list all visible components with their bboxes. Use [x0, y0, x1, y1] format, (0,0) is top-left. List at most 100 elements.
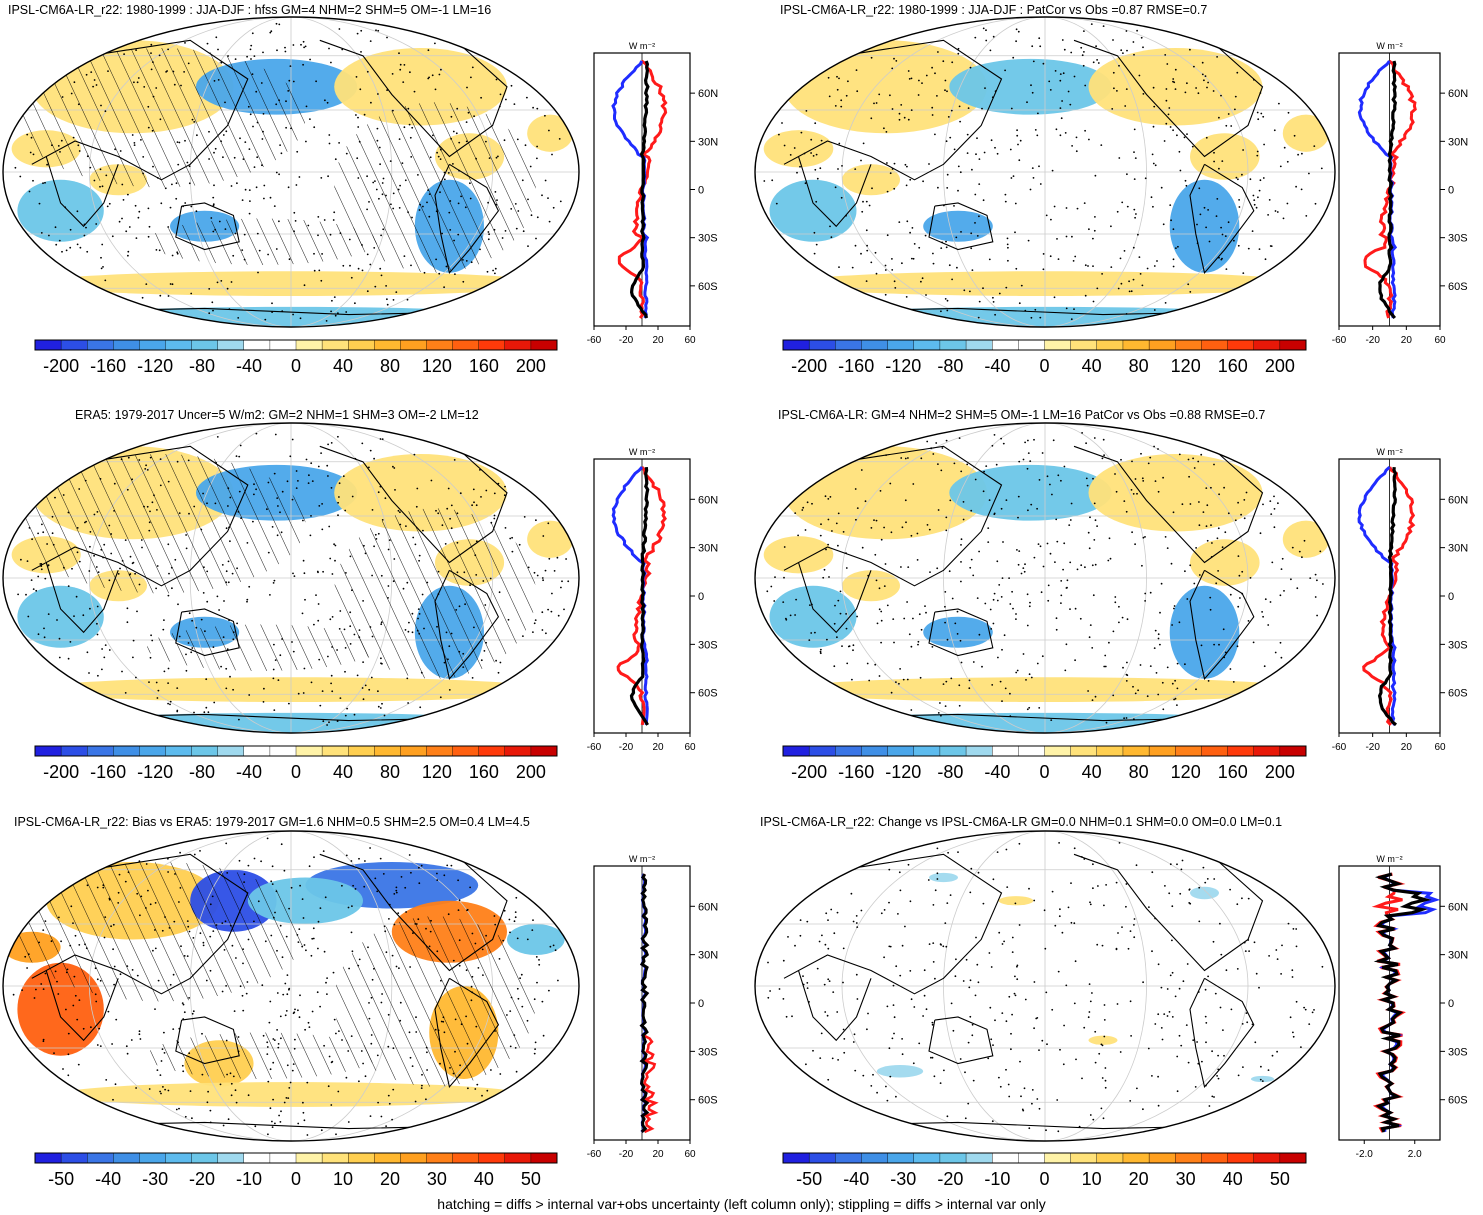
map-3 — [3, 423, 579, 733]
field-patch — [1169, 179, 1240, 273]
zonal-profile-3: W m⁻² 60N 30N 0 30S 60S -60 -20 20 60 — [587, 447, 718, 753]
colorbar-swatch — [861, 1152, 889, 1164]
colorbar-swatch — [400, 745, 427, 757]
map-outline — [2, 830, 580, 1142]
lat-tick-label: 60S — [1448, 1095, 1468, 1107]
panel-title-1: IPSL-CM6A-LR_r22: 1980-1999 : JJA-DJF : … — [8, 3, 492, 17]
colorbar-swatch — [965, 339, 993, 351]
field-patch — [949, 58, 1112, 115]
profile-x-tick-label: 60 — [684, 1149, 696, 1160]
colorbar-tick-label: 30 — [1176, 1169, 1196, 1189]
lat-tick-label: 30S — [1448, 233, 1468, 245]
colorbar-swatch — [269, 1152, 297, 1164]
profile-curve-black — [1378, 60, 1397, 320]
colorbar-tick-label: 80 — [1129, 356, 1149, 376]
colorbar-tick-label: 0 — [1039, 356, 1049, 376]
colorbar-tick-label: -40 — [236, 762, 262, 782]
colorbar-tick-label: -20 — [937, 1169, 963, 1189]
hatching — [334, 102, 536, 273]
colorbar-tick-label: 40 — [1082, 356, 1102, 376]
colorbar-swatch — [1279, 339, 1307, 351]
colorbar-tick-label: 200 — [516, 762, 546, 782]
colorbar-swatch — [86, 1152, 114, 1164]
field-patch — [17, 179, 104, 242]
profile-x-tick-label: -20 — [1365, 335, 1380, 346]
colorbar-tick-label: 160 — [469, 356, 499, 376]
colorbar-swatch — [1096, 1152, 1124, 1164]
profile-x-tick-label: 20 — [652, 335, 664, 346]
colorbar-tick-label: -80 — [937, 762, 963, 782]
profile-x-tick-label: 60 — [1434, 335, 1446, 346]
colorbar-swatch — [374, 1152, 401, 1164]
colorbar-swatch — [782, 339, 810, 351]
colorbar-1: -200 -160 -120 -80 -40 0 40 80 120 160 200 — [34, 339, 558, 376]
panel-title-4: IPSL-CM6A-LR: GM=4 NHM=2 SHM=5 OM=-1 LM=… — [778, 408, 1266, 422]
colorbar-swatch — [835, 339, 862, 351]
field-patch — [1282, 520, 1330, 558]
profile-x-tick-label: -20 — [1365, 742, 1380, 753]
colorbar-tick-label: 10 — [1082, 1169, 1102, 1189]
colorbar-swatch — [939, 745, 967, 757]
colorbar-swatch — [835, 1152, 862, 1164]
colorbar-tick-label: 0 — [291, 356, 301, 376]
profile-x-tick-label: 60 — [684, 742, 696, 753]
map-outline — [754, 830, 1336, 1142]
field-patch — [1169, 585, 1240, 679]
graticule — [755, 17, 1335, 327]
colorbar-frame — [34, 745, 558, 757]
colorbar-swatch — [60, 1152, 88, 1164]
colorbar-tick-label: 120 — [422, 762, 452, 782]
colorbar-frame — [782, 1152, 1307, 1164]
colorbar-tick-label: -200 — [43, 762, 79, 782]
field-patch — [842, 164, 900, 196]
profile-x-tick-label: -20 — [619, 335, 634, 346]
panel-title-5: IPSL-CM6A-LR_r22: Bias vs ERA5: 1979-201… — [14, 815, 530, 829]
hatching — [147, 218, 378, 265]
colorbar-swatch — [269, 745, 297, 757]
profile-x-tick-label: 20 — [1401, 335, 1413, 346]
field-patch — [949, 464, 1112, 521]
profile-x-tick-label: -2.0 — [1356, 1149, 1374, 1160]
colorbar-swatch — [217, 745, 245, 757]
colorbar-swatch — [295, 745, 323, 757]
profile-unit-label: W m⁻² — [1376, 41, 1402, 51]
lat-tick-label: 30N — [698, 950, 718, 962]
colorbar-swatch — [1201, 1152, 1229, 1164]
colorbar-swatch — [478, 1152, 506, 1164]
field-patch — [527, 114, 574, 152]
stippling — [763, 23, 1323, 321]
zonal-profile-6: W m⁻² 60N 30N 0 30S 60S -2.0 2.0 — [1338, 854, 1468, 1160]
colorbar-swatch — [113, 339, 140, 351]
colorbar-swatch — [321, 339, 349, 351]
colorbar-swatch — [1175, 745, 1202, 757]
field-patch — [998, 896, 1034, 906]
profile-curve-red — [617, 59, 668, 319]
colorbar-swatch — [887, 1152, 915, 1164]
profile-unit-label: W m⁻² — [1376, 447, 1402, 457]
profile-x-tick-label: 2.0 — [1408, 1149, 1422, 1160]
colorbar-tick-label: -40 — [984, 762, 1010, 782]
lat-tick-label: 30S — [698, 233, 718, 245]
colorbar-swatch — [782, 1152, 810, 1164]
colorbar-swatch — [243, 339, 271, 351]
colorbar-swatch — [321, 1152, 349, 1164]
colorbar-swatch — [348, 1152, 375, 1164]
colorbar-swatch — [887, 339, 915, 351]
profile-x-tick-label: -60 — [587, 335, 602, 346]
colorbar-swatch — [530, 745, 558, 757]
zonal-profile-4: W m⁻² 60N 30N 0 30S 60S -60 -20 20 60 — [1332, 447, 1468, 753]
panel-6: -50 -40 -30 -20 -10 0 10 20 30 40 50 W m⁻² 60N 30N 0 30… — [754, 830, 1468, 1189]
hatching — [17, 454, 306, 594]
colorbar-tick-label: -200 — [43, 356, 79, 376]
field-patch — [527, 520, 574, 558]
colorbar-swatch — [1148, 339, 1176, 351]
colorbar-2: -200 -160 -120 -80 -40 0 40 80 120 160 200 — [782, 339, 1307, 376]
field-patch — [929, 872, 958, 883]
colorbar-tick-label: -200 — [791, 762, 827, 782]
profile-curve-black — [639, 873, 650, 1134]
colorbar-frame — [782, 339, 1307, 351]
colorbar-tick-label: -10 — [984, 1169, 1010, 1189]
lat-tick-label: 0 — [698, 998, 704, 1010]
